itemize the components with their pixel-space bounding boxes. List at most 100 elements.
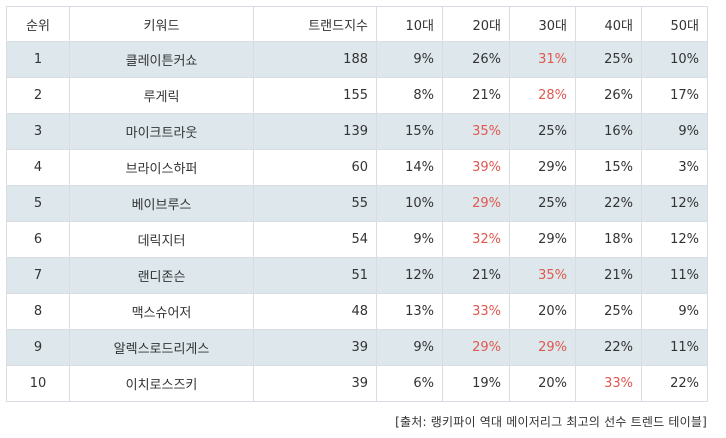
rank-cell: 9 [6,329,70,366]
rank-cell: 7 [6,257,70,294]
age-40s-cell: 18% [575,221,642,258]
age-10s-cell: 9% [376,221,443,258]
trend-index-cell: 139 [253,113,377,150]
header-trend-index: 트랜드지수 [253,6,377,42]
keyword-cell: 클레이튼커쇼 [69,41,254,78]
age-10s-cell: 8% [376,77,443,114]
header-rank: 순위 [6,6,70,42]
table-row: 6 데릭지터 54 9% 32% 29% 18% 12% [6,221,708,258]
header-10s: 10대 [376,6,443,42]
keyword-cell: 맥스슈어저 [69,293,254,330]
rank-cell: 5 [6,185,70,222]
table-row: 5 베이브루스 55 10% 29% 25% 22% 12% [6,185,708,222]
keyword-cell: 랜디존슨 [69,257,254,294]
rank-cell: 3 [6,113,70,150]
rank-cell: 4 [6,149,70,186]
trend-index-cell: 48 [253,293,377,330]
table-body: 1 클레이튼커쇼 188 9% 26% 31% 25% 10% 2 루게릭 155 8% 21% 28% 2… [6,41,708,402]
header-40s: 40대 [575,6,642,42]
rank-cell: 8 [6,293,70,330]
age-50s-cell: 9% [641,293,708,330]
age-30s-cell: 29% [509,221,576,258]
trend-index-cell: 51 [253,257,377,294]
age-40s-cell: 15% [575,149,642,186]
rank-cell: 6 [6,221,70,258]
table-row: 7 랜디존슨 51 12% 21% 35% 21% 11% [6,257,708,294]
age-40s-cell: 25% [575,293,642,330]
keyword-cell: 베이브루스 [69,185,254,222]
age-20s-cell: 21% [442,77,510,114]
table-row: 8 맥스슈어저 48 13% 33% 20% 25% 9% [6,293,708,330]
table-row: 2 루게릭 155 8% 21% 28% 26% 17% [6,77,708,114]
keyword-cell: 알렉스로드리게스 [69,329,254,366]
age-20s-cell: 21% [442,257,510,294]
age-20s-cell: 32% [442,221,510,258]
age-30s-cell: 25% [509,185,576,222]
table-row: 10 이치로스즈키 39 6% 19% 20% 33% 22% [6,365,708,402]
header-30s: 30대 [509,6,576,42]
keyword-cell: 루게릭 [69,77,254,114]
age-20s-cell: 33% [442,293,510,330]
age-50s-cell: 22% [641,365,708,402]
trend-table: 순위 키워드 트랜드지수 10대 20대 30대 40대 50대 1 클레이튼커쇼… [6,6,708,402]
header-keyword: 키워드 [69,6,254,42]
trend-index-cell: 54 [253,221,377,258]
age-20s-cell: 26% [442,41,510,78]
age-50s-cell: 11% [641,329,708,366]
age-50s-cell: 9% [641,113,708,150]
age-40s-cell: 22% [575,329,642,366]
trend-index-cell: 155 [253,77,377,114]
age-30s-cell: 25% [509,113,576,150]
age-30s-cell: 20% [509,365,576,402]
rank-cell: 2 [6,77,70,114]
table-row: 1 클레이튼커쇼 188 9% 26% 31% 25% 10% [6,41,708,78]
trend-index-cell: 39 [253,329,377,366]
header-50s: 50대 [641,6,708,42]
age-40s-cell: 22% [575,185,642,222]
table-header-row: 순위 키워드 트랜드지수 10대 20대 30대 40대 50대 [6,6,708,42]
age-30s-cell: 31% [509,41,576,78]
age-40s-cell: 26% [575,77,642,114]
age-10s-cell: 14% [376,149,443,186]
age-50s-cell: 12% [641,221,708,258]
age-40s-cell: 16% [575,113,642,150]
age-20s-cell: 39% [442,149,510,186]
age-50s-cell: 3% [641,149,708,186]
age-10s-cell: 6% [376,365,443,402]
age-40s-cell: 33% [575,365,642,402]
age-30s-cell: 35% [509,257,576,294]
rank-cell: 10 [6,365,70,402]
keyword-cell: 마이크트라웃 [69,113,254,150]
keyword-cell: 브라이스하퍼 [69,149,254,186]
age-10s-cell: 13% [376,293,443,330]
age-40s-cell: 21% [575,257,642,294]
age-10s-cell: 9% [376,41,443,78]
age-50s-cell: 11% [641,257,708,294]
source-caption: [출처: 랭키파이 역대 메이저리그 최고의 선수 트렌드 테이블] [395,415,707,429]
trend-index-cell: 188 [253,41,377,78]
age-10s-cell: 9% [376,329,443,366]
age-20s-cell: 29% [442,185,510,222]
age-50s-cell: 10% [641,41,708,78]
table-row: 4 브라이스하퍼 60 14% 39% 29% 15% 3% [6,149,708,186]
keyword-cell: 데릭지터 [69,221,254,258]
rank-cell: 1 [6,41,70,78]
table-row: 9 알렉스로드리게스 39 9% 29% 29% 22% 11% [6,329,708,366]
age-20s-cell: 29% [442,329,510,366]
age-10s-cell: 10% [376,185,443,222]
trend-index-cell: 39 [253,365,377,402]
age-10s-cell: 12% [376,257,443,294]
trend-table-container: 순위 키워드 트랜드지수 10대 20대 30대 40대 50대 1 클레이튼커쇼… [6,6,708,402]
table-row: 3 마이크트라웃 139 15% 35% 25% 16% 9% [6,113,708,150]
age-30s-cell: 20% [509,293,576,330]
age-30s-cell: 29% [509,329,576,366]
trend-index-cell: 55 [253,185,377,222]
age-10s-cell: 15% [376,113,443,150]
age-50s-cell: 12% [641,185,708,222]
age-40s-cell: 25% [575,41,642,78]
age-30s-cell: 28% [509,77,576,114]
header-20s: 20대 [442,6,510,42]
keyword-cell: 이치로스즈키 [69,365,254,402]
age-30s-cell: 29% [509,149,576,186]
age-20s-cell: 35% [442,113,510,150]
